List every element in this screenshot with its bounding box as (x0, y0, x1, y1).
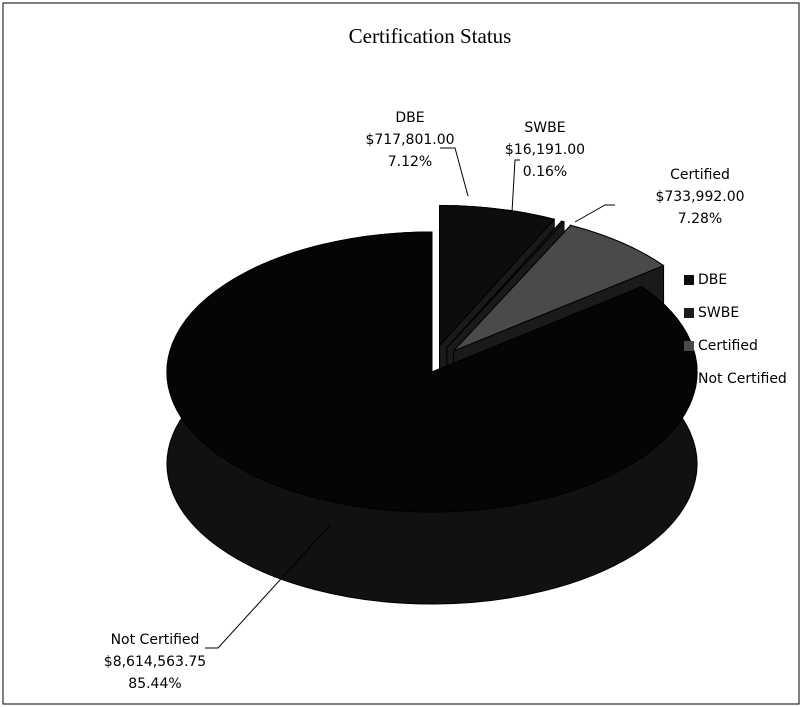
slice (446, 220, 565, 348)
legend-swatch (684, 374, 694, 384)
slice (166, 231, 698, 513)
legend-label: DBE (698, 272, 727, 288)
leader-line (574, 204, 615, 223)
slice (439, 204, 556, 347)
data-label-category: SWBE (524, 120, 565, 136)
data-label-percent: 85.44% (128, 676, 181, 692)
legend: DBE SWBE Certified Not Certified (684, 272, 787, 387)
legend-label: Certified (698, 338, 758, 354)
legend-swatch (684, 341, 694, 351)
data-label-value: $717,801.00 (365, 132, 454, 148)
data-label-percent: 7.12% (388, 154, 432, 170)
leader-line (205, 524, 331, 649)
data-label-category: Not Certified (111, 632, 200, 648)
data-label-percent: 7.28% (678, 211, 722, 227)
data-label-category: Certified (670, 167, 730, 183)
data-label-percent: 0.16% (523, 164, 567, 180)
leader-line (511, 159, 520, 213)
legend-swatch (684, 275, 694, 285)
chart-title: Certification Status (349, 24, 512, 48)
leader-line (440, 147, 469, 197)
data-label-category: DBE (395, 110, 424, 126)
legend-swatch (684, 308, 694, 318)
legend-label: SWBE (698, 305, 739, 321)
data-label-value: $8,614,563.75 (104, 654, 206, 670)
legend-label: Not Certified (698, 371, 787, 387)
data-label-value: $16,191.00 (505, 142, 585, 158)
pie (166, 204, 698, 605)
data-labels: DBE $717,801.00 7.12% SWBE $16,191.00 0.16% Ce… (104, 110, 745, 692)
slice (453, 224, 665, 352)
data-label-value: $733,992.00 (655, 189, 744, 205)
